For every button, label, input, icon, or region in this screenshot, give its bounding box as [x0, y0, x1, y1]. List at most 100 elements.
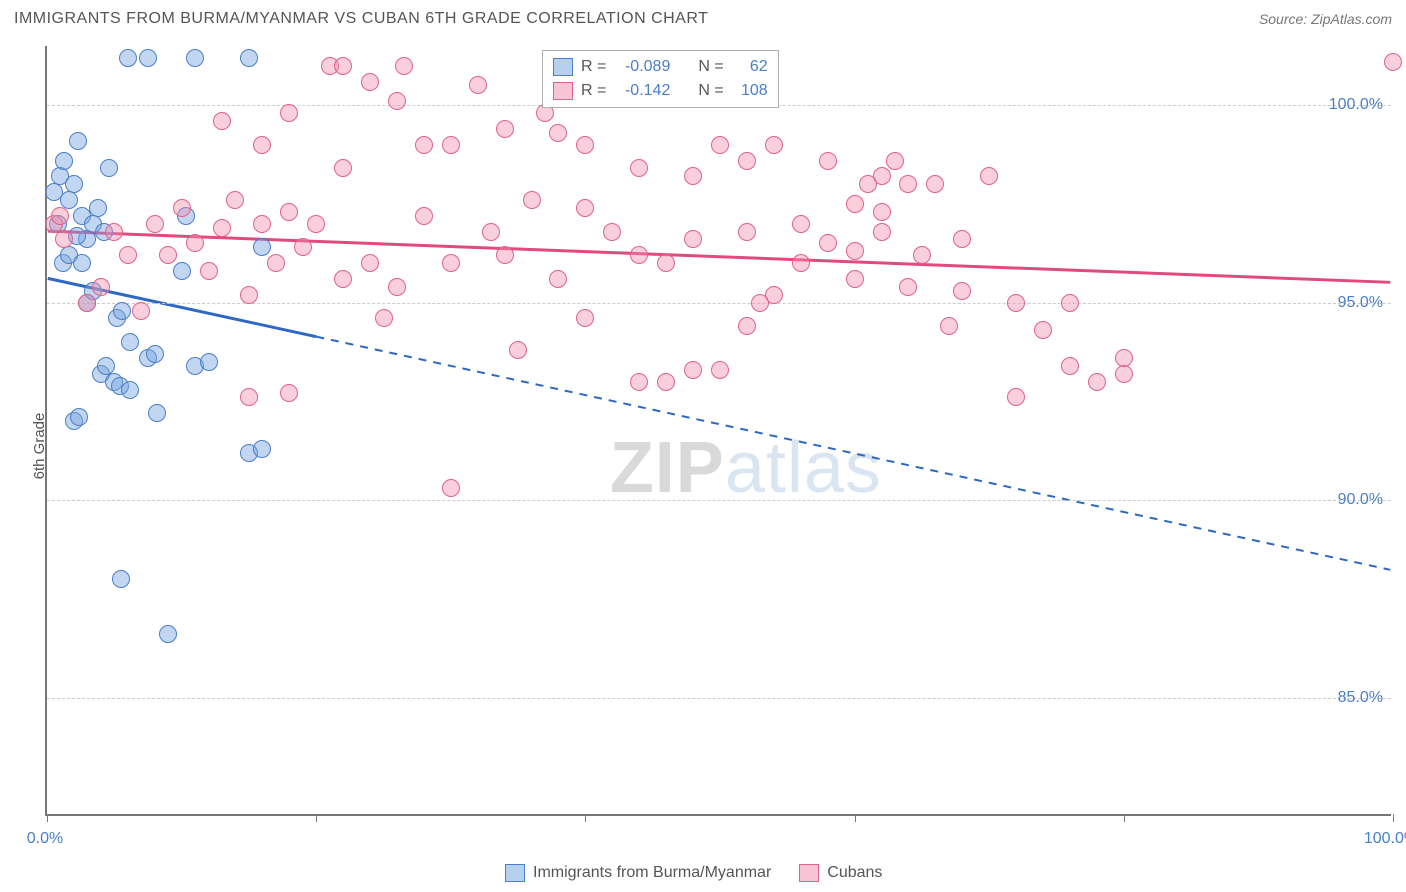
watermark: ZIPatlas: [610, 427, 882, 509]
scatter-point: [1088, 373, 1106, 391]
xtick: [316, 814, 317, 822]
scatter-point: [119, 49, 137, 67]
scatter-point: [738, 152, 756, 170]
legend-label: Cubans: [827, 864, 882, 882]
legend-swatch-icon: [799, 864, 819, 882]
scatter-point: [65, 175, 83, 193]
scatter-point: [280, 203, 298, 221]
scatter-point: [253, 136, 271, 154]
scatter-point: [873, 203, 891, 221]
chart-plot-area: ZIPatlas 85.0%90.0%95.0%100.0%R =-0.089N…: [45, 46, 1391, 816]
ytick-label: 85.0%: [1338, 689, 1383, 707]
scatter-point: [684, 167, 702, 185]
scatter-point: [549, 124, 567, 142]
scatter-point: [684, 230, 702, 248]
scatter-point: [684, 361, 702, 379]
ytick-label: 95.0%: [1338, 294, 1383, 312]
scatter-point: [886, 152, 904, 170]
gridline-h: [47, 698, 1391, 699]
scatter-point: [361, 73, 379, 91]
scatter-point: [121, 333, 139, 351]
scatter-point: [415, 136, 433, 154]
scatter-point: [395, 57, 413, 75]
scatter-point: [200, 353, 218, 371]
legend-swatch-icon: [553, 82, 573, 100]
scatter-point: [55, 152, 73, 170]
scatter-point: [388, 92, 406, 110]
scatter-point: [442, 136, 460, 154]
scatter-point: [630, 159, 648, 177]
legend-item: Immigrants from Burma/Myanmar: [505, 864, 771, 882]
scatter-point: [953, 282, 971, 300]
scatter-point: [630, 246, 648, 264]
legend-swatch-icon: [505, 864, 525, 882]
scatter-point: [92, 278, 110, 296]
xtick: [47, 814, 48, 822]
xtick: [1124, 814, 1125, 822]
scatter-point: [496, 246, 514, 264]
xtick: [585, 814, 586, 822]
scatter-point: [442, 254, 460, 272]
scatter-point: [846, 242, 864, 260]
scatter-point: [294, 238, 312, 256]
scatter-point: [953, 230, 971, 248]
scatter-point: [173, 262, 191, 280]
legend-bottom: Immigrants from Burma/Myanmar Cubans: [505, 864, 882, 882]
scatter-point: [1061, 294, 1079, 312]
scatter-point: [1061, 357, 1079, 375]
gridline-h: [47, 500, 1391, 501]
scatter-point: [980, 167, 998, 185]
scatter-point: [105, 223, 123, 241]
xtick-label-right: 100.0%: [1364, 830, 1406, 848]
scatter-point: [1115, 365, 1133, 383]
scatter-point: [576, 309, 594, 327]
legend-stats-row: R =-0.142N =108: [553, 79, 768, 103]
scatter-point: [55, 230, 73, 248]
scatter-point: [159, 246, 177, 264]
scatter-point: [846, 195, 864, 213]
scatter-point: [132, 302, 150, 320]
scatter-point: [819, 152, 837, 170]
scatter-point: [415, 207, 433, 225]
scatter-point: [1007, 388, 1025, 406]
scatter-point: [523, 191, 541, 209]
scatter-point: [899, 175, 917, 193]
scatter-point: [100, 159, 118, 177]
scatter-point: [226, 191, 244, 209]
scatter-point: [603, 223, 621, 241]
header: IMMIGRANTS FROM BURMA/MYANMAR VS CUBAN 6…: [14, 10, 1392, 28]
scatter-point: [334, 270, 352, 288]
scatter-point: [899, 278, 917, 296]
xtick: [1393, 814, 1394, 822]
scatter-point: [73, 254, 91, 272]
trend-lines: [47, 46, 1391, 814]
scatter-point: [253, 238, 271, 256]
scatter-point: [509, 341, 527, 359]
legend-label: Immigrants from Burma/Myanmar: [533, 864, 771, 882]
scatter-point: [51, 207, 69, 225]
scatter-point: [240, 388, 258, 406]
scatter-point: [388, 278, 406, 296]
scatter-point: [469, 76, 487, 94]
scatter-point: [89, 199, 107, 217]
scatter-point: [200, 262, 218, 280]
chart-title: IMMIGRANTS FROM BURMA/MYANMAR VS CUBAN 6…: [14, 10, 708, 28]
scatter-point: [940, 317, 958, 335]
scatter-point: [253, 215, 271, 233]
scatter-point: [765, 136, 783, 154]
scatter-point: [630, 373, 648, 391]
ytick-label: 100.0%: [1329, 96, 1383, 114]
scatter-point: [576, 199, 594, 217]
scatter-point: [926, 175, 944, 193]
xtick-label-left: 0.0%: [27, 830, 63, 848]
scatter-point: [738, 317, 756, 335]
scatter-point: [186, 49, 204, 67]
scatter-point: [873, 223, 891, 241]
scatter-point: [738, 223, 756, 241]
scatter-point: [482, 223, 500, 241]
scatter-point: [240, 49, 258, 67]
scatter-point: [253, 440, 271, 458]
scatter-point: [119, 246, 137, 264]
scatter-point: [846, 270, 864, 288]
scatter-point: [657, 373, 675, 391]
